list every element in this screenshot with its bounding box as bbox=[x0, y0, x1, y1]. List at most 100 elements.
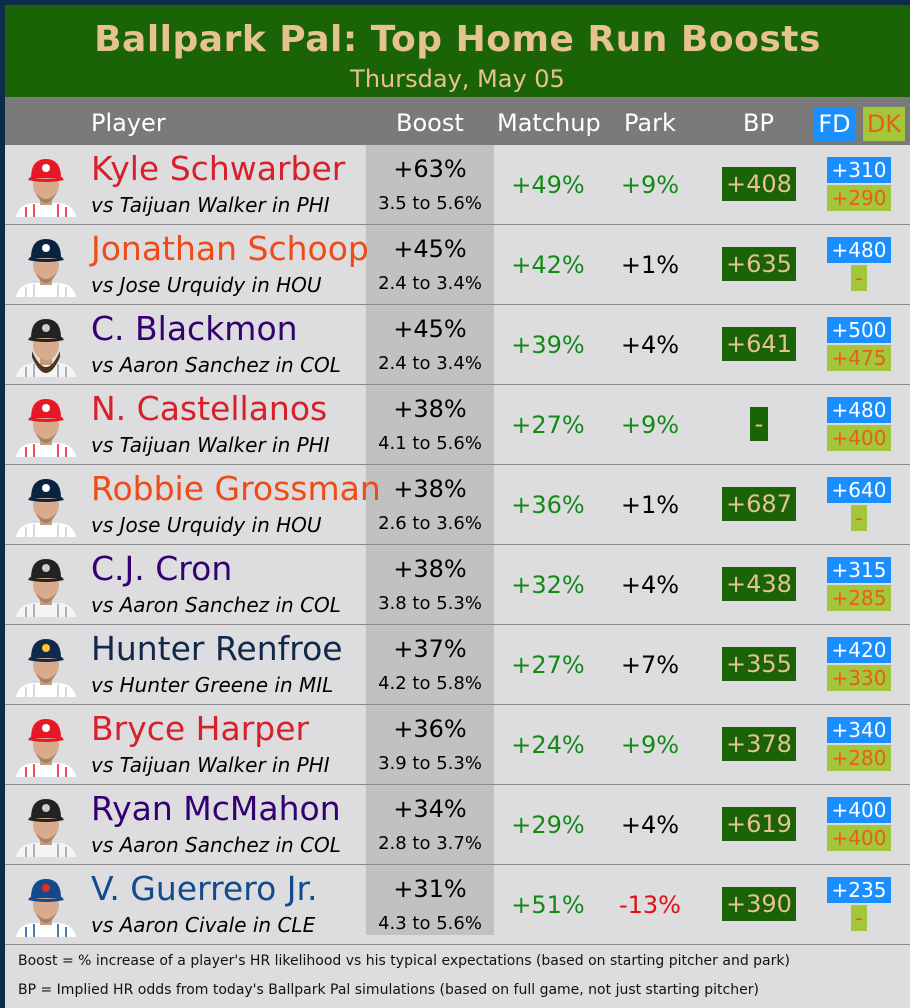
table-row: Hunter Renfroe vs Hunter Greene in MIL +37… bbox=[5, 625, 910, 705]
table-row: C.J. Cron vs Aaron Sanchez in COL +38% 3.8 … bbox=[5, 545, 910, 625]
player-photo bbox=[14, 313, 78, 377]
matchup-value: +36% bbox=[511, 491, 585, 519]
boost-range: 3.9 to 5.3% bbox=[378, 753, 482, 774]
bp-cell: +635 bbox=[705, 247, 813, 281]
player-matchup: vs Aaron Sanchez in COL bbox=[91, 353, 341, 377]
bp-cell: +378 bbox=[705, 727, 813, 761]
boost-range: 4.2 to 5.8% bbox=[378, 673, 482, 694]
player-photo bbox=[14, 553, 78, 617]
player-name: C.J. Cron bbox=[91, 549, 233, 588]
footer: Boost = % increase of a player's HR like… bbox=[5, 937, 910, 1008]
matchup-value: +42% bbox=[511, 251, 585, 279]
sportsbook-odds: +340 +280 bbox=[827, 717, 891, 771]
bp-badge: +390 bbox=[722, 887, 796, 921]
boost-range: 4.3 to 5.6% bbox=[378, 913, 482, 934]
player-matchup: vs Taijuan Walker in PHI bbox=[91, 753, 330, 777]
park-value: -13% bbox=[618, 891, 681, 919]
park-value: +4% bbox=[620, 811, 680, 839]
bp-badge: +378 bbox=[722, 727, 796, 761]
player-matchup: vs Aaron Sanchez in COL bbox=[91, 833, 341, 857]
sportsbook-odds: +235- bbox=[827, 877, 891, 931]
park-value: +1% bbox=[620, 251, 680, 279]
boost-range: 2.8 to 3.7% bbox=[378, 833, 482, 854]
player-name: Kyle Schwarber bbox=[91, 149, 346, 188]
player-name: N. Castellanos bbox=[91, 389, 328, 428]
sportsbook-odds: +400 +400 bbox=[827, 797, 891, 851]
fd-odds: +400 bbox=[827, 797, 891, 823]
boost-value: +45% bbox=[393, 235, 467, 263]
sportsbook-odds: +480- bbox=[827, 237, 891, 291]
table-row: C. Blackmon vs Aaron Sanchez in COL +45% 2.… bbox=[5, 305, 910, 385]
matchup-value: +29% bbox=[511, 811, 585, 839]
bp-badge: +641 bbox=[722, 327, 796, 361]
page-title: Ballpark Pal: Top Home Run Boosts bbox=[94, 19, 821, 60]
bp-cell: +408 bbox=[705, 167, 813, 201]
boost-value: +36% bbox=[393, 715, 467, 743]
dk-odds: - bbox=[851, 505, 867, 531]
table-row: N. Castellanos vs Taijuan Walker in PHI +3… bbox=[5, 385, 910, 465]
player-matchup: vs Jose Urquidy in HOU bbox=[91, 273, 322, 297]
boost-range: 4.1 to 5.6% bbox=[378, 433, 482, 454]
matchup-value: +51% bbox=[511, 891, 585, 919]
fd-odds: +310 bbox=[827, 157, 891, 183]
matchup-value: +39% bbox=[511, 331, 585, 359]
park-value: +7% bbox=[620, 651, 680, 679]
bp-cell: +355 bbox=[705, 647, 813, 681]
player-matchup: vs Jose Urquidy in HOU bbox=[91, 513, 322, 537]
bp-cell: +438 bbox=[705, 567, 813, 601]
player-photo bbox=[14, 633, 78, 697]
boost-value: +38% bbox=[393, 475, 467, 503]
matchup-value: +27% bbox=[511, 651, 585, 679]
player-name: Jonathan Schoop bbox=[91, 229, 369, 268]
boost-value: +37% bbox=[393, 635, 467, 663]
boost-range: 3.5 to 5.6% bbox=[378, 193, 482, 214]
dk-odds: +400 bbox=[827, 825, 891, 851]
sportsbook-odds: +640- bbox=[827, 477, 891, 531]
park-value: +9% bbox=[620, 731, 680, 759]
bp-cell: +641 bbox=[705, 327, 813, 361]
player-matchup: vs Aaron Civale in CLE bbox=[91, 913, 316, 937]
fd-odds: +315 bbox=[827, 557, 891, 583]
player-matchup: vs Taijuan Walker in PHI bbox=[91, 433, 330, 457]
column-header-player: Player bbox=[91, 109, 166, 137]
player-photo bbox=[14, 873, 78, 937]
footnote-boost: Boost = % increase of a player's HR like… bbox=[18, 953, 790, 969]
fd-odds: +235 bbox=[827, 877, 891, 903]
dk-odds: +475 bbox=[827, 345, 891, 371]
bp-badge: +438 bbox=[722, 567, 796, 601]
bp-badge: +355 bbox=[722, 647, 796, 681]
column-header-dk: DK bbox=[863, 107, 905, 141]
player-photo bbox=[14, 473, 78, 537]
park-value: +9% bbox=[620, 411, 680, 439]
table-row: Ryan McMahon vs Aaron Sanchez in COL +34% 2… bbox=[5, 785, 910, 865]
boost-value: +34% bbox=[393, 795, 467, 823]
header: Ballpark Pal: Top Home Run Boosts Thursd… bbox=[5, 5, 910, 97]
bp-badge: +635 bbox=[722, 247, 796, 281]
player-matchup: vs Hunter Greene in MIL bbox=[91, 673, 334, 697]
table-row: Jonathan Schoop vs Jose Urquidy in HOU +45… bbox=[5, 225, 910, 305]
sportsbook-odds: +500 +475 bbox=[827, 317, 891, 371]
fd-odds: +480 bbox=[827, 397, 891, 423]
fd-odds: +640 bbox=[827, 477, 891, 503]
sportsbook-odds: +480 +400 bbox=[827, 397, 891, 451]
sportsbook-odds: +420 +330 bbox=[827, 637, 891, 691]
matchup-value: +49% bbox=[511, 171, 585, 199]
bp-cell: +687 bbox=[705, 487, 813, 521]
ballpark-pal-table: Ballpark Pal: Top Home Run Boosts Thursd… bbox=[5, 5, 910, 1008]
bp-cell: +390 bbox=[705, 887, 813, 921]
player-name: Robbie Grossman bbox=[91, 469, 381, 508]
dk-odds: +280 bbox=[827, 745, 891, 771]
column-header-bp: BP bbox=[743, 109, 774, 137]
boost-range: 2.6 to 3.6% bbox=[378, 513, 482, 534]
bp-cell: +619 bbox=[705, 807, 813, 841]
bp-cell: - bbox=[705, 407, 813, 441]
boost-range: 2.4 to 3.4% bbox=[378, 273, 482, 294]
dk-odds: +290 bbox=[827, 185, 891, 211]
matchup-value: +27% bbox=[511, 411, 585, 439]
player-matchup: vs Taijuan Walker in PHI bbox=[91, 193, 330, 217]
column-header-park: Park bbox=[624, 109, 676, 137]
boost-range: 3.8 to 5.3% bbox=[378, 593, 482, 614]
matchup-value: +32% bbox=[511, 571, 585, 599]
sportsbook-odds: +315 +285 bbox=[827, 557, 891, 611]
park-value: +4% bbox=[620, 331, 680, 359]
